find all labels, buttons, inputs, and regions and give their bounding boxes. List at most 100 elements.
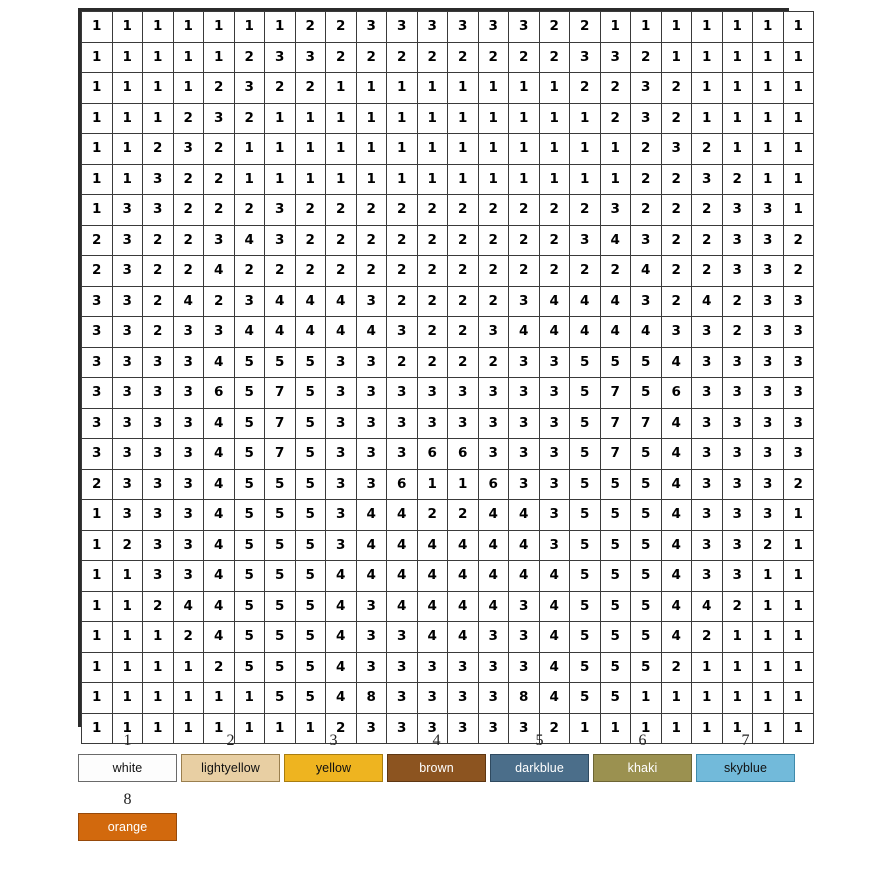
grid-cell[interactable]: 5 [630,346,662,378]
grid-cell[interactable]: 3 [538,407,570,439]
grid-cell[interactable]: 1 [508,102,540,134]
grid-cell[interactable]: 1 [416,72,448,104]
grid-cell[interactable]: 2 [477,224,509,256]
grid-cell[interactable]: 2 [538,194,570,226]
grid-cell[interactable]: 4 [355,316,387,348]
legend-swatch[interactable]: yellow [284,754,383,782]
grid-cell[interactable]: 3 [172,468,204,500]
grid-cell[interactable]: 4 [203,499,235,531]
grid-cell[interactable]: 5 [569,499,601,531]
grid-cell[interactable]: 1 [81,133,113,165]
grid-cell[interactable]: 3 [691,438,723,470]
grid-cell[interactable]: 3 [630,72,662,104]
grid-cell[interactable]: 5 [569,621,601,653]
grid-cell[interactable]: 1 [538,133,570,165]
grid-cell[interactable]: 3 [111,377,143,409]
grid-cell[interactable]: 2 [569,11,601,43]
grid-cell[interactable]: 5 [599,651,631,683]
grid-cell[interactable]: 1 [782,194,814,226]
grid-cell[interactable]: 4 [325,651,357,683]
grid-cell[interactable]: 5 [233,468,265,500]
grid-cell[interactable]: 1 [81,499,113,531]
grid-cell[interactable]: 1 [81,621,113,653]
grid-cell[interactable]: 1 [538,102,570,134]
grid-cell[interactable]: 1 [386,72,418,104]
grid-cell[interactable]: 2 [172,102,204,134]
grid-cell[interactable]: 3 [355,346,387,378]
grid-cell[interactable]: 2 [416,285,448,317]
grid-cell[interactable]: 2 [508,255,540,287]
grid-cell[interactable]: 3 [81,377,113,409]
grid-cell[interactable]: 3 [721,529,753,561]
grid-cell[interactable]: 5 [264,560,296,592]
grid-cell[interactable]: 2 [477,346,509,378]
grid-cell[interactable]: 1 [752,682,784,714]
grid-cell[interactable]: 4 [447,621,479,653]
grid-cell[interactable]: 6 [660,377,692,409]
grid-cell[interactable]: 5 [569,346,601,378]
grid-cell[interactable]: 3 [569,224,601,256]
grid-cell[interactable]: 4 [203,438,235,470]
grid-cell[interactable]: 1 [691,651,723,683]
grid-cell[interactable]: 7 [630,407,662,439]
grid-cell[interactable]: 4 [386,560,418,592]
grid-cell[interactable]: 1 [447,163,479,195]
grid-cell[interactable]: 5 [599,499,631,531]
grid-cell[interactable]: 1 [111,102,143,134]
grid-cell[interactable]: 1 [294,102,326,134]
grid-cell[interactable]: 2 [660,651,692,683]
grid-cell[interactable]: 3 [447,377,479,409]
grid-cell[interactable]: 4 [264,316,296,348]
legend-swatch[interactable]: white [78,754,177,782]
grid-cell[interactable]: 4 [660,590,692,622]
grid-cell[interactable]: 3 [325,529,357,561]
grid-cell[interactable]: 1 [386,102,418,134]
grid-cell[interactable]: 1 [325,133,357,165]
grid-cell[interactable]: 3 [447,651,479,683]
grid-cell[interactable]: 3 [508,651,540,683]
grid-cell[interactable]: 3 [386,712,418,744]
grid-cell[interactable]: 2 [203,72,235,104]
grid-cell[interactable]: 2 [386,255,418,287]
grid-cell[interactable]: 3 [752,438,784,470]
grid-cell[interactable]: 5 [264,682,296,714]
grid-cell[interactable]: 3 [691,407,723,439]
grid-cell[interactable]: 3 [782,377,814,409]
grid-cell[interactable]: 3 [538,438,570,470]
grid-cell[interactable]: 3 [691,529,723,561]
legend-item-brown[interactable]: 4 brown [387,731,486,782]
grid-cell[interactable]: 1 [386,163,418,195]
grid-cell[interactable]: 3 [508,285,540,317]
grid-cell[interactable]: 3 [203,316,235,348]
grid-cell[interactable]: 1 [721,621,753,653]
grid-cell[interactable]: 5 [599,346,631,378]
grid-cell[interactable]: 4 [355,499,387,531]
grid-cell[interactable]: 1 [111,11,143,43]
grid-cell[interactable]: 5 [630,560,662,592]
grid-cell[interactable]: 1 [264,11,296,43]
grid-cell[interactable]: 2 [355,255,387,287]
grid-cell[interactable]: 1 [142,651,174,683]
grid-cell[interactable]: 3 [721,346,753,378]
grid-cell[interactable]: 1 [782,41,814,73]
grid-cell[interactable]: 5 [264,651,296,683]
grid-cell[interactable]: 2 [569,194,601,226]
grid-cell[interactable]: 4 [660,621,692,653]
grid-cell[interactable]: 3 [477,377,509,409]
grid-cell[interactable]: 3 [691,377,723,409]
grid-cell[interactable]: 2 [386,41,418,73]
grid-cell[interactable]: 2 [691,621,723,653]
grid-cell[interactable]: 5 [294,346,326,378]
grid-cell[interactable]: 3 [386,407,418,439]
grid-cell[interactable]: 1 [721,133,753,165]
grid-cell[interactable]: 1 [111,163,143,195]
grid-cell[interactable]: 5 [233,499,265,531]
grid-cell[interactable]: 6 [416,438,448,470]
grid-cell[interactable]: 2 [660,72,692,104]
grid-cell[interactable]: 5 [630,377,662,409]
grid-cell[interactable]: 4 [508,316,540,348]
grid-cell[interactable]: 2 [660,255,692,287]
grid-cell[interactable]: 1 [660,41,692,73]
grid-cell[interactable]: 1 [569,133,601,165]
grid-cell[interactable]: 2 [508,194,540,226]
